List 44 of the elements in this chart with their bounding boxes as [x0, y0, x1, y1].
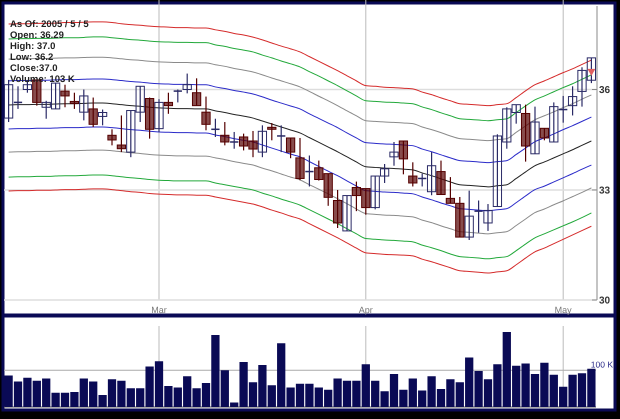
y-tick-label: 33 — [599, 185, 611, 196]
annotation: Low: 36.2 — [10, 52, 54, 63]
candlestick — [568, 86, 578, 116]
candlestick — [229, 131, 240, 150]
candlestick — [164, 92, 174, 114]
candlestick — [70, 92, 80, 110]
candlestick — [220, 121, 230, 146]
candlestick — [267, 122, 276, 141]
candlestick — [408, 162, 418, 188]
candlestick — [107, 128, 117, 146]
annotation: High: 37.0 — [10, 41, 56, 52]
candlestick — [295, 137, 305, 181]
y-tick-label: 30 — [599, 296, 611, 306]
ref-line-label: 100 K — [590, 359, 614, 370]
candlestick — [389, 141, 399, 166]
candlestick — [210, 118, 220, 138]
candlestick — [192, 78, 202, 106]
candlestick — [182, 72, 192, 94]
candlestick — [286, 137, 296, 159]
candlestick — [60, 84, 70, 108]
candlestick — [540, 128, 550, 141]
candlestick — [154, 98, 164, 133]
candlestick — [342, 194, 352, 232]
candlestick — [201, 96, 211, 131]
candlestick — [276, 124, 286, 153]
candlestick — [98, 108, 108, 126]
y-tick-label: 36 — [599, 85, 611, 96]
x-tick-label: Mar — [151, 305, 167, 315]
candlestick — [436, 160, 446, 196]
x-tick-label: Apr — [358, 305, 373, 315]
annotation: Close:37.0 — [10, 63, 58, 74]
candlestick — [332, 189, 342, 229]
candlestick — [116, 114, 126, 153]
candlestick — [398, 140, 408, 175]
candlestick — [464, 190, 474, 241]
candlestick — [79, 88, 88, 121]
line-series — [8, 174, 592, 260]
candlestick — [88, 96, 98, 128]
candlestick — [304, 154, 314, 188]
candlestick — [172, 88, 183, 103]
candlestick — [258, 124, 268, 158]
candlestick — [530, 106, 540, 154]
line-series — [8, 188, 592, 274]
x-tick-label: May — [554, 305, 572, 315]
